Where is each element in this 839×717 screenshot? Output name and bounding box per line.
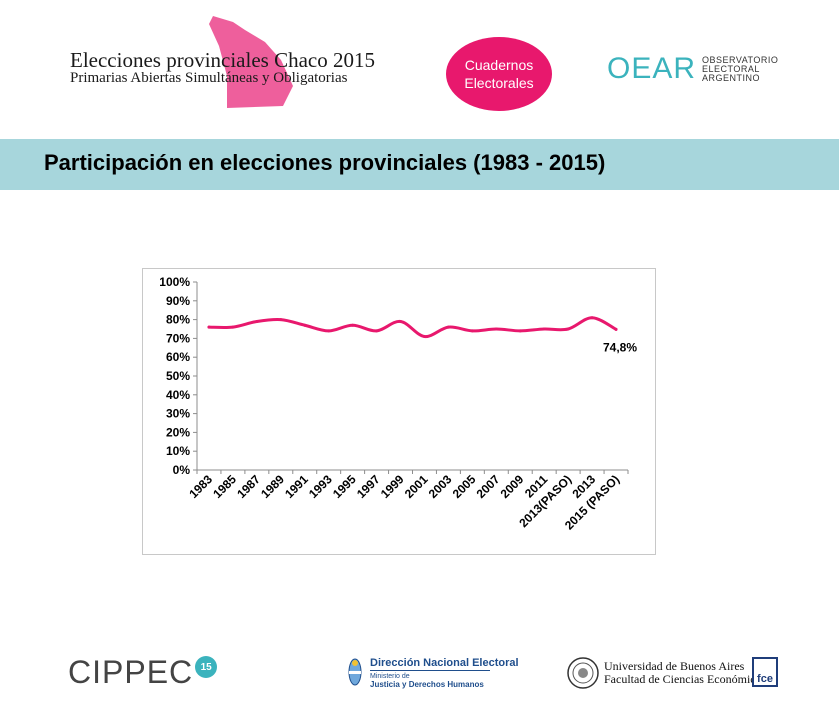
series-line: [207, 316, 618, 339]
uba-seal-icon: [567, 657, 599, 689]
y-tick-label: 60%: [166, 350, 190, 364]
data-point: [518, 329, 522, 333]
y-tick-label: 30%: [166, 407, 190, 421]
data-label: 74,8%: [603, 340, 637, 354]
title-banner: [0, 139, 839, 190]
uba-texts: Universidad de Buenos Aires Facultad de …: [604, 660, 766, 686]
dne-divider: [370, 670, 490, 671]
cippec-logo: CIPPEC 15: [68, 654, 218, 690]
data-point: [590, 316, 594, 320]
oear-sub3: ARGENTINO: [702, 72, 761, 83]
x-tick-label: 1989: [258, 472, 287, 501]
dne-ministry-name: Justicia y Derechos Humanos: [370, 680, 484, 689]
x-tick-label: 1997: [354, 472, 383, 501]
y-tick-label: 0%: [173, 463, 191, 477]
badge-line2: Electorales: [464, 75, 534, 91]
x-tick-label: 2003: [426, 472, 455, 501]
direccion-nacional-electoral-logo: Dirección Nacional Electoral Ministerio …: [348, 657, 519, 689]
x-tick-label: 1999: [378, 472, 407, 501]
x-tick-label: 1993: [306, 472, 335, 501]
cuadernos-electorales-badge: Cuadernos Electorales: [446, 37, 552, 111]
data-point: [470, 329, 474, 333]
data-point: [494, 327, 498, 331]
cippec-15-badge: 15: [195, 656, 218, 678]
y-tick-label: 90%: [166, 294, 190, 308]
header-title: Elecciones provinciales Chaco 2015: [70, 48, 375, 72]
x-tick-label: 1995: [330, 472, 359, 501]
data-point: [207, 325, 211, 329]
uba-logo: Universidad de Buenos Aires Facultad de …: [566, 656, 766, 690]
oear-sub2: ELECTORAL: [702, 63, 760, 74]
x-tick-label: 2005: [450, 472, 479, 501]
data-point: [614, 327, 618, 331]
uba-faculty-name: Facultad de Ciencias Económicas: [604, 672, 766, 686]
chart-frame: [142, 268, 656, 555]
x-tick-label: 1987: [234, 472, 263, 501]
y-axis: 0% 10% 20% 30% 40% 50% 60% 70% 80% 90% 100%: [159, 275, 198, 477]
oear-logo: OEAR OBSERVATORIO ELECTORAL ARGENTINO: [607, 52, 778, 86]
y-tick-label: 40%: [166, 388, 190, 402]
banner-title: Participación en elecciones provinciales…: [44, 150, 606, 175]
data-point: [327, 329, 331, 333]
participation-line-chart: 0%10%20%30%40%50%60%70%80%90%100% 198319…: [159, 275, 637, 532]
data-point: [375, 329, 379, 333]
x-tick-label: 2007: [474, 472, 503, 501]
data-point: [255, 319, 259, 323]
chaco-map-shape: [209, 16, 293, 108]
x-axis: 1983198519871989199119931995199719992001…: [186, 469, 629, 532]
y-tick-label: 70%: [166, 331, 190, 345]
data-point: [446, 325, 450, 329]
header-subtitle: Primarias Abiertas Simultáneas y Obligat…: [70, 70, 348, 86]
uba-university-name: Universidad de Buenos Aires: [604, 659, 745, 673]
y-tick-label: 50%: [166, 369, 190, 383]
data-point: [231, 325, 235, 329]
data-labels: 74,8%: [603, 340, 637, 354]
y-tick-label: 10%: [166, 444, 190, 458]
data-point: [399, 319, 403, 323]
data-point: [351, 323, 355, 327]
oear-sub1: OBSERVATORIO: [702, 54, 779, 65]
data-point: [422, 335, 426, 339]
x-tick-label: 2001: [402, 472, 431, 501]
oear-logo-subtitle: OBSERVATORIO ELECTORAL ARGENTINO: [702, 54, 779, 83]
data-point: [566, 327, 570, 331]
x-tick-label: 2009: [498, 472, 527, 501]
dne-texts: Dirección Nacional Electoral Ministerio …: [370, 657, 519, 689]
x-tick-label: 1983: [186, 472, 215, 501]
data-point: [542, 327, 546, 331]
cippec-logo-text: CIPPEC: [68, 654, 194, 690]
badge-line1: Cuadernos: [464, 57, 534, 73]
series-group: [207, 316, 618, 339]
x-tick-label: 1991: [282, 472, 311, 501]
fce-logo: fce: [752, 657, 778, 687]
dne-title: Dirección Nacional Electoral: [370, 657, 519, 669]
data-point: [303, 323, 307, 327]
dne-ministry-line: Ministerio de: [370, 673, 410, 680]
x-tick-label: 1985: [210, 472, 239, 501]
y-tick-label: 20%: [166, 425, 190, 439]
argentina-shield-icon: [348, 658, 362, 686]
y-tick-label: 100%: [159, 275, 190, 289]
data-point: [279, 318, 283, 322]
y-tick-label: 80%: [166, 313, 190, 327]
oear-logo-text: OEAR: [607, 52, 697, 85]
